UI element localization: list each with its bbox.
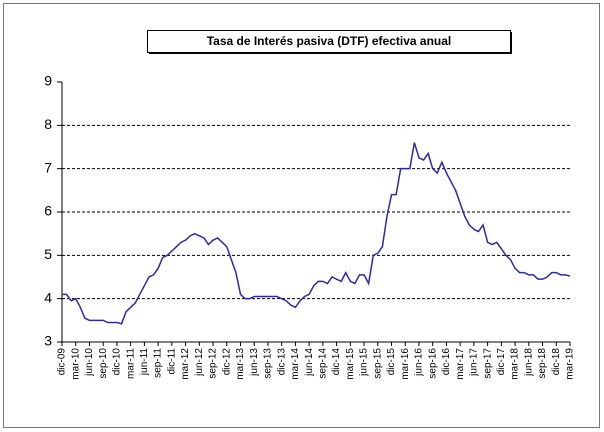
x-tick-label: sep-17 [482,348,493,379]
x-tick-label: sep-12 [208,348,219,379]
title-shadow [510,32,512,54]
x-tick-label: mar-13 [235,348,246,380]
x-tick-label: sep-13 [263,348,274,379]
y-tick-label: 9 [44,73,52,89]
x-tick-label: mar-16 [400,348,411,380]
x-tick-label: jun-11 [139,348,150,376]
x-tick-label: dic-15 [386,348,397,376]
x-tick-label: mar-14 [290,348,301,380]
x-tick-label: sep-11 [153,348,164,378]
x-tick-label: mar-19 [565,348,576,380]
x-tick-label: mar-17 [455,348,466,380]
x-tick-label: sep-16 [427,348,438,379]
x-tick-label: dic-16 [441,348,452,376]
x-tick-label: mar-10 [70,348,81,380]
x-tick-label: mar-11 [125,348,136,379]
data-line [62,142,571,325]
y-tick-label: 6 [44,203,52,219]
x-tick-label: sep-14 [318,348,329,379]
x-tick-label: dic-18 [551,348,562,376]
x-tick-label: dic-09 [57,348,68,376]
chart-title: Tasa de Interés pasiva (DTF) efectiva an… [207,34,452,48]
x-tick-label: dic-13 [276,348,287,376]
x-tick-label: jun-16 [414,348,425,377]
x-tick-label: jun-10 [84,348,95,377]
x-tick-label: jun-13 [249,348,260,377]
x-tick-label: jun-17 [469,348,480,377]
y-tick-label: 5 [44,246,52,262]
x-tick-label: jun-15 [359,348,370,377]
x-tick-label: dic-11 [166,348,177,375]
y-tick-label: 4 [44,289,52,305]
x-tick-label: dic-12 [221,348,232,376]
y-tick-label: 8 [44,116,52,132]
x-tick-label: jun-12 [194,348,205,377]
x-tick-label: dic-14 [331,348,342,376]
chart-frame [3,3,600,428]
x-tick-label: mar-15 [345,348,356,380]
x-tick-label: sep-15 [372,348,383,379]
y-tick-label: 3 [44,333,52,349]
x-tick-label: dic-17 [496,348,507,376]
y-tick-label: 7 [44,159,52,175]
x-tick-label: mar-12 [180,348,191,380]
x-tick-label: sep-10 [98,348,109,379]
title-shadow [149,52,512,54]
x-tick-label: dic-10 [112,348,123,376]
x-tick-label: mar-18 [510,348,521,380]
x-tick-label: jun-18 [523,348,534,377]
x-tick-label: jun-14 [304,348,315,377]
x-tick-label: sep-18 [537,348,548,379]
